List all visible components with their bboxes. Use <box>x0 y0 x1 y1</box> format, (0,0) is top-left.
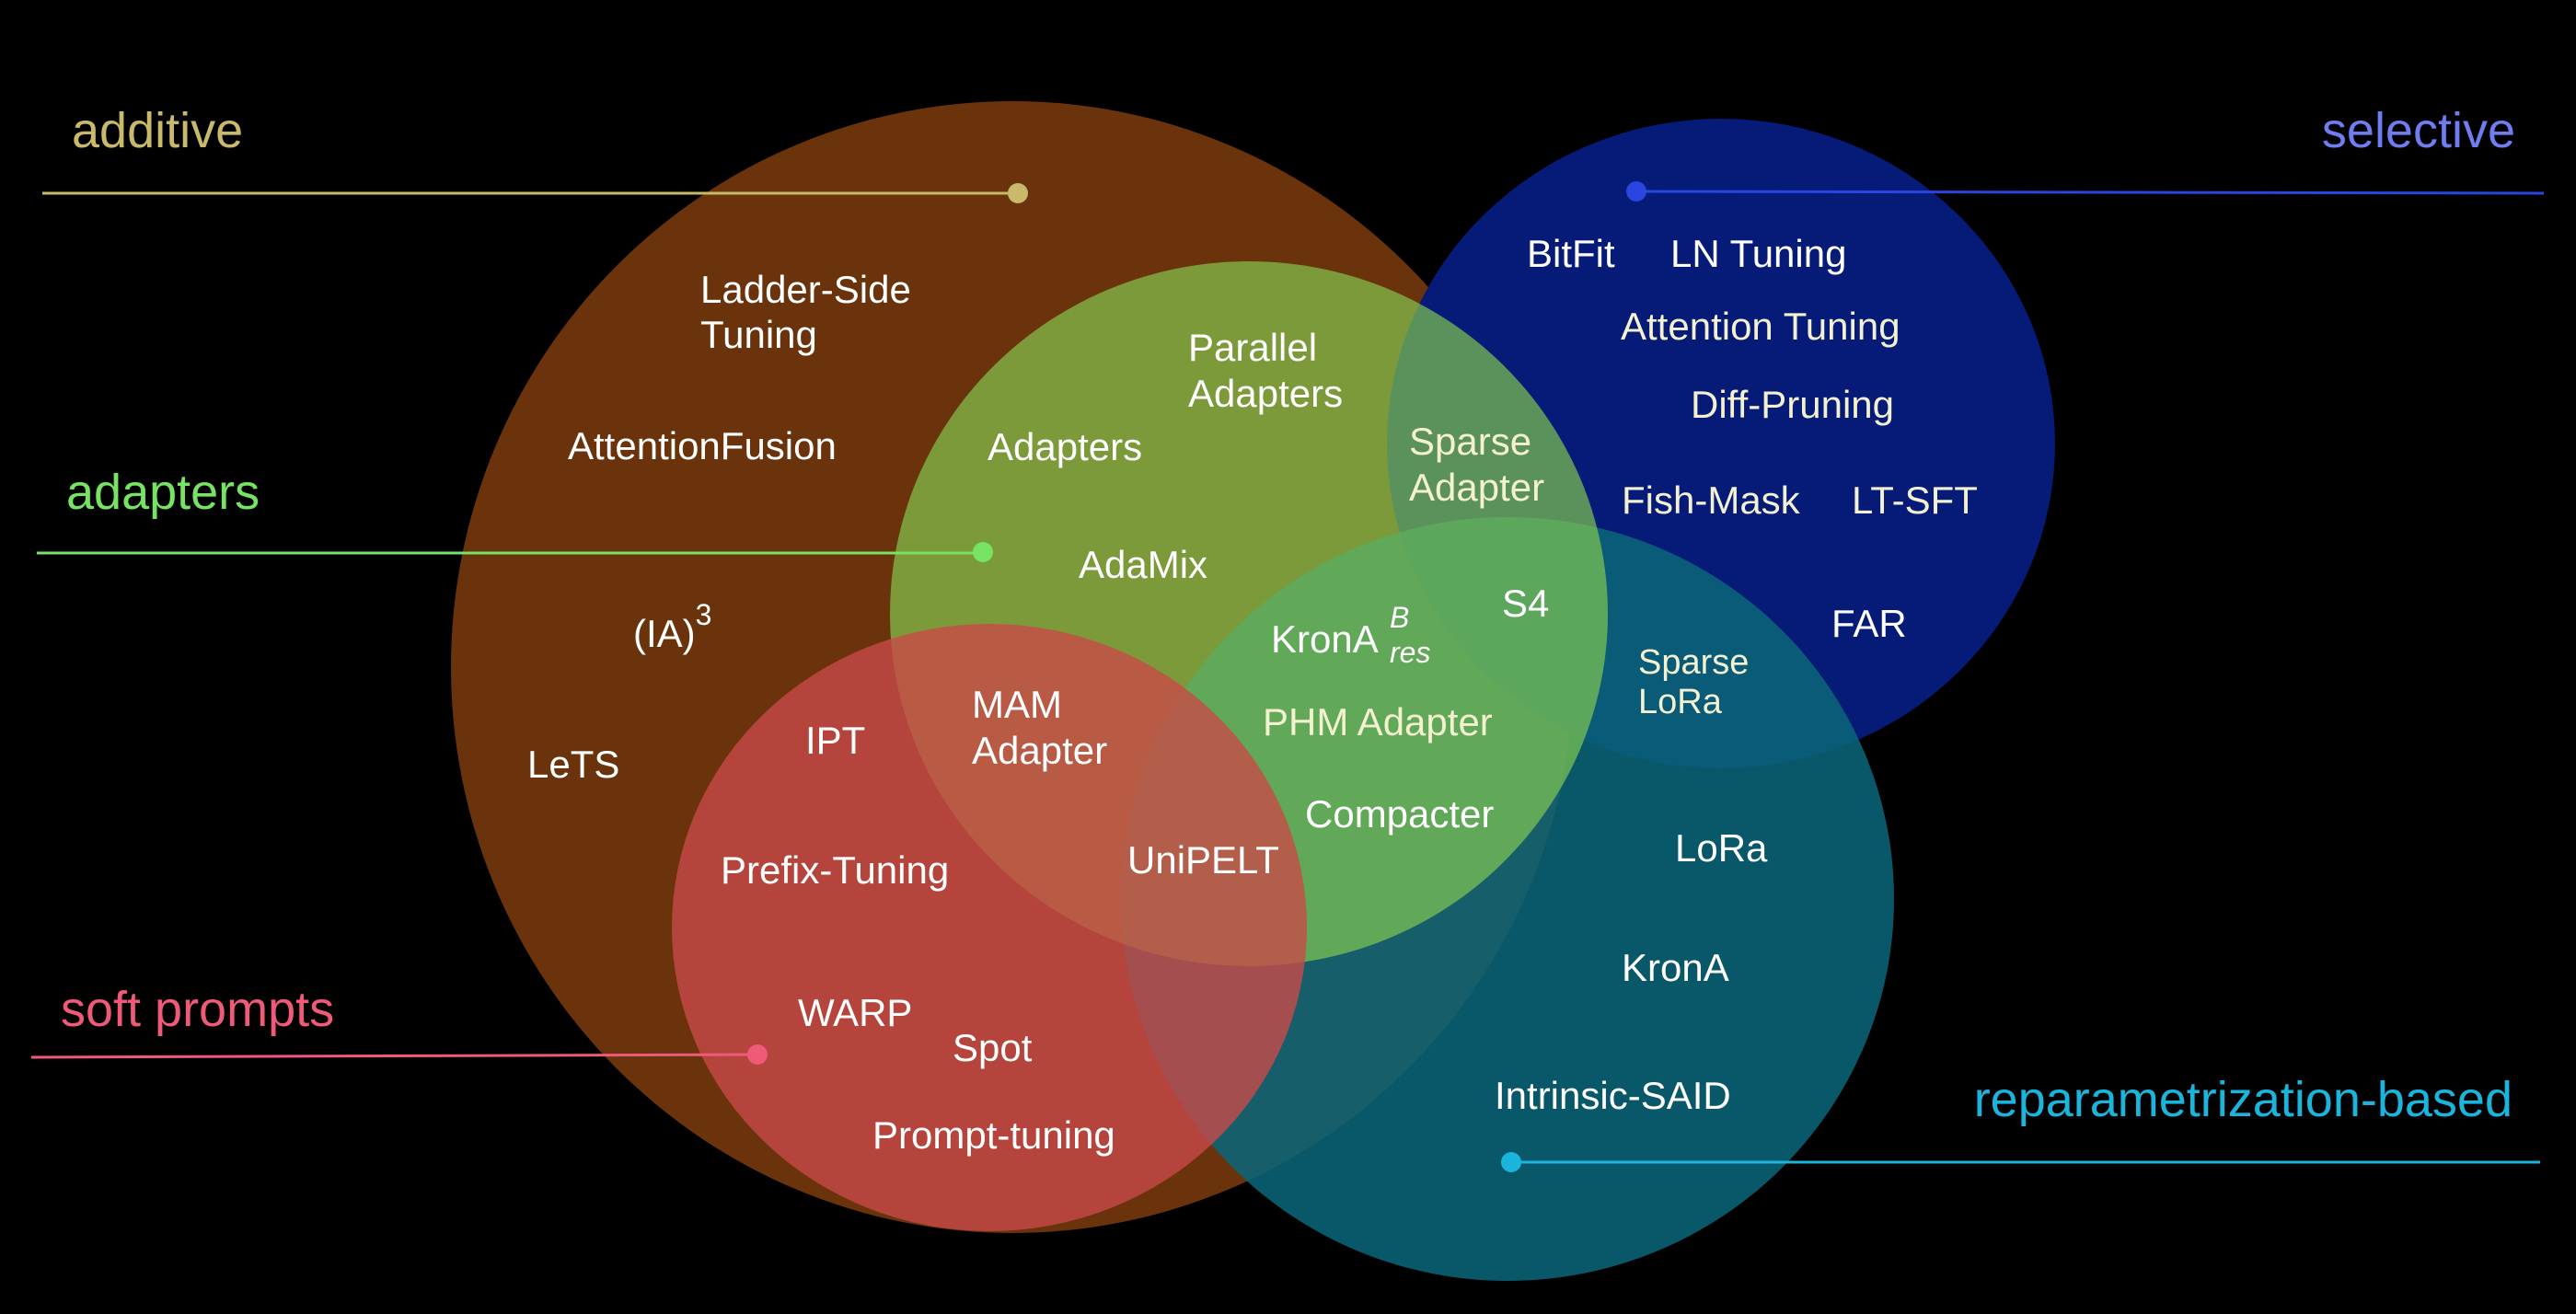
selective-line <box>1635 190 2545 195</box>
method-ia3-sup: 3 <box>696 598 712 631</box>
method-bitfit: BitFit <box>1527 232 1615 275</box>
method-lt-sft: LT-SFT <box>1852 478 1978 522</box>
method-s4: S4 <box>1502 582 1549 625</box>
method-sparse-adapter-line2: Adapter <box>1409 466 1544 509</box>
method-krona-res-sup: B <box>1390 601 1409 634</box>
method-krona-res-sub: res <box>1390 636 1430 669</box>
soft-prompts-line <box>30 1053 758 1059</box>
reparametrization-dot <box>1501 1152 1521 1172</box>
soft-prompts-label: soft prompts <box>61 982 334 1037</box>
method-ln-tuning: LN Tuning <box>1670 232 1846 275</box>
method-krona: KronA <box>1622 946 1729 989</box>
method-sparse-lora-line1: Sparse <box>1638 643 1749 682</box>
adapters-label: adapters <box>66 465 260 520</box>
method-intrinsic-said: Intrinsic-SAID <box>1495 1074 1731 1117</box>
method-parallel-adapters-line2: Adapters <box>1188 372 1343 415</box>
method-ia3-base: (IA) <box>633 612 696 655</box>
method-ipt: IPT <box>805 719 865 762</box>
method-sparse-adapter-line1: Sparse <box>1409 420 1531 463</box>
additive-label: additive <box>72 103 243 158</box>
reparametrization-label: reparametrization-based <box>1974 1072 2512 1127</box>
selective-label: selective <box>2322 103 2515 158</box>
method-phm-adapter: PHM Adapter <box>1263 700 1493 743</box>
method-attention-fusion: AttentionFusion <box>568 424 837 467</box>
method-lets: LeTS <box>527 743 619 786</box>
additive-leader <box>42 183 1028 203</box>
method-parallel-adapters-line1: Parallel <box>1188 326 1317 369</box>
method-warp: WARP <box>798 991 912 1034</box>
method-adapters: Adapters <box>988 425 1142 468</box>
method-sparse-lora-line2: LoRa <box>1638 683 1723 721</box>
adapters-leader <box>37 542 993 562</box>
method-prefix-tuning: Prefix-Tuning <box>721 848 949 892</box>
method-mam-adapter-line2: Adapter <box>972 729 1107 772</box>
method-prompt-tuning: Prompt-tuning <box>872 1113 1115 1157</box>
method-ladder-side-tuning-line1: Ladder-Side <box>700 268 911 311</box>
method-spot: Spot <box>953 1026 1033 1069</box>
method-far: FAR <box>1831 602 1907 645</box>
selective-leader <box>1626 181 2545 202</box>
method-ladder-side-tuning-line2: Tuning <box>700 313 817 356</box>
method-krona-res-base: KronA <box>1271 617 1379 661</box>
method-adamix: AdaMix <box>1079 543 1207 586</box>
method-unipelt: UniPELT <box>1127 838 1279 882</box>
soft-prompts-leader <box>30 1044 768 1065</box>
method-compacter: Compacter <box>1305 792 1494 836</box>
selective-dot <box>1626 181 1646 202</box>
adapters-dot <box>973 542 993 562</box>
reparametrization-leader <box>1501 1152 2540 1172</box>
additive-dot <box>1008 183 1028 203</box>
method-fish-mask: Fish-Mask <box>1622 478 1801 522</box>
method-ia3: (IA)3 <box>633 598 711 655</box>
method-mam-adapter-line1: MAM <box>972 683 1062 726</box>
method-lora: LoRa <box>1675 826 1768 870</box>
method-attention-tuning: Attention Tuning <box>1621 305 1900 348</box>
soft-prompts-dot <box>747 1044 768 1065</box>
method-diff-pruning: Diff-Pruning <box>1691 383 1894 426</box>
soft-prompts-circle <box>672 624 1307 1231</box>
